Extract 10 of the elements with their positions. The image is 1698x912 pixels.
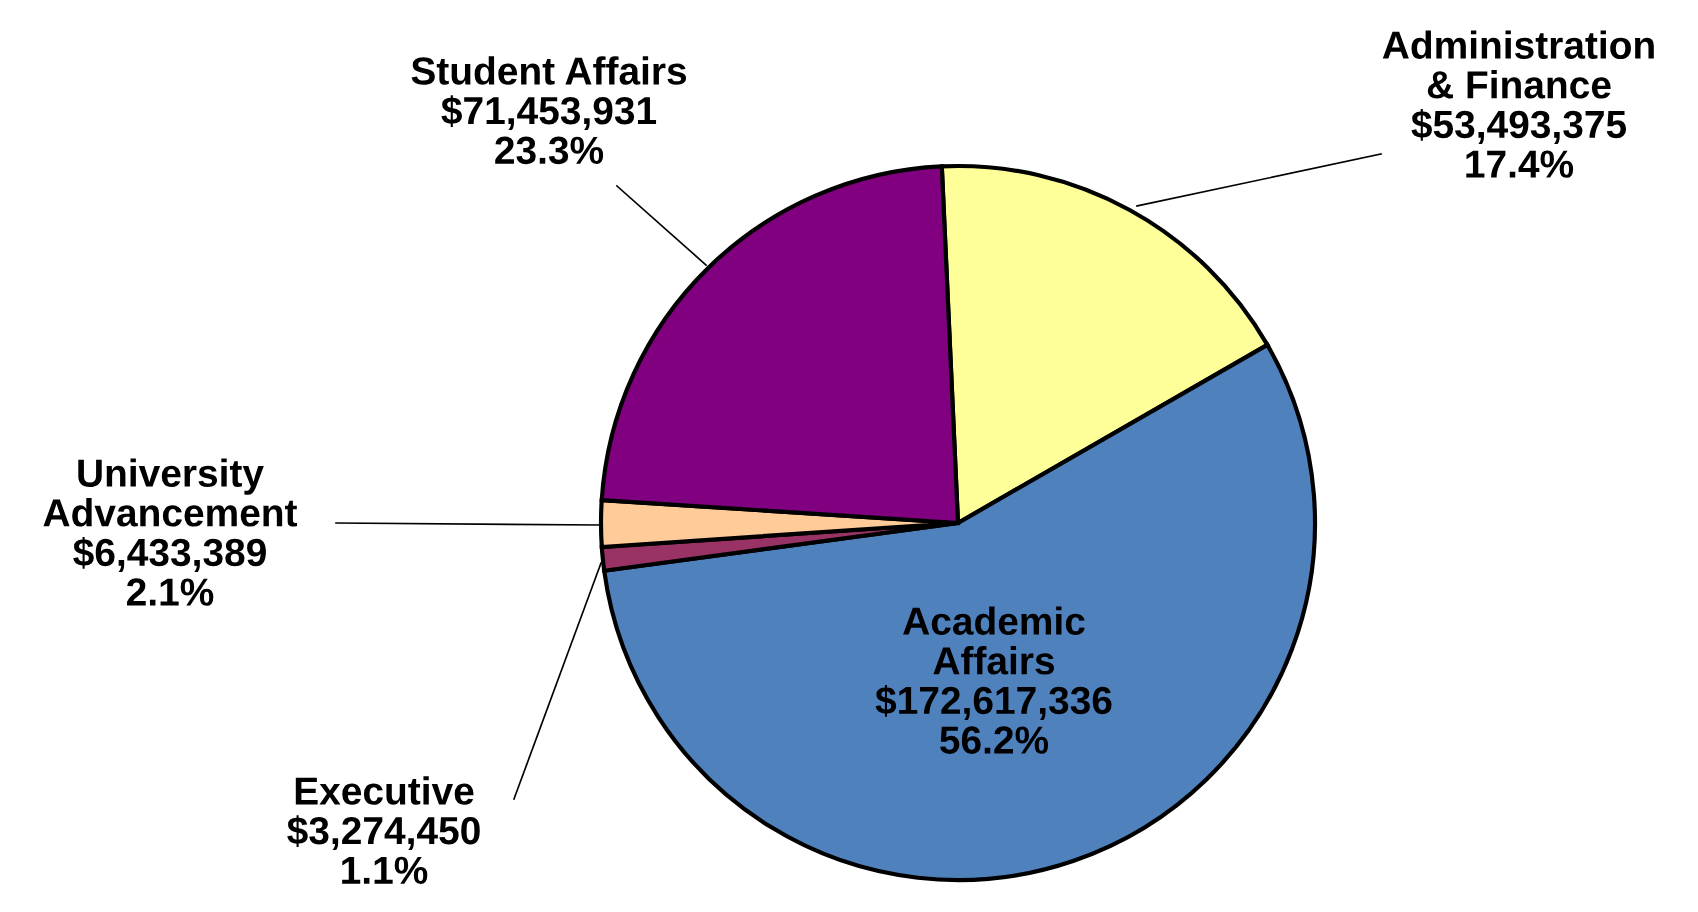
data-label: $172,617,336 56.2% (875, 685, 1112, 754)
slice-label: University Advancement (43, 458, 298, 527)
slice-label: Administration & Finance (1382, 30, 1654, 99)
slice-label: Executive (295, 776, 474, 805)
data-label: $6,433,389 2.1% (73, 537, 266, 606)
data-label: $53,493,375 17.4% (1411, 109, 1627, 178)
slice-label: Student Affairs (411, 56, 687, 85)
data-label: $71,453,931 23.3% (441, 95, 657, 165)
slice-label: Academic Affairs (903, 606, 1085, 675)
data-label: $3,274,450 1.1% (287, 815, 480, 884)
